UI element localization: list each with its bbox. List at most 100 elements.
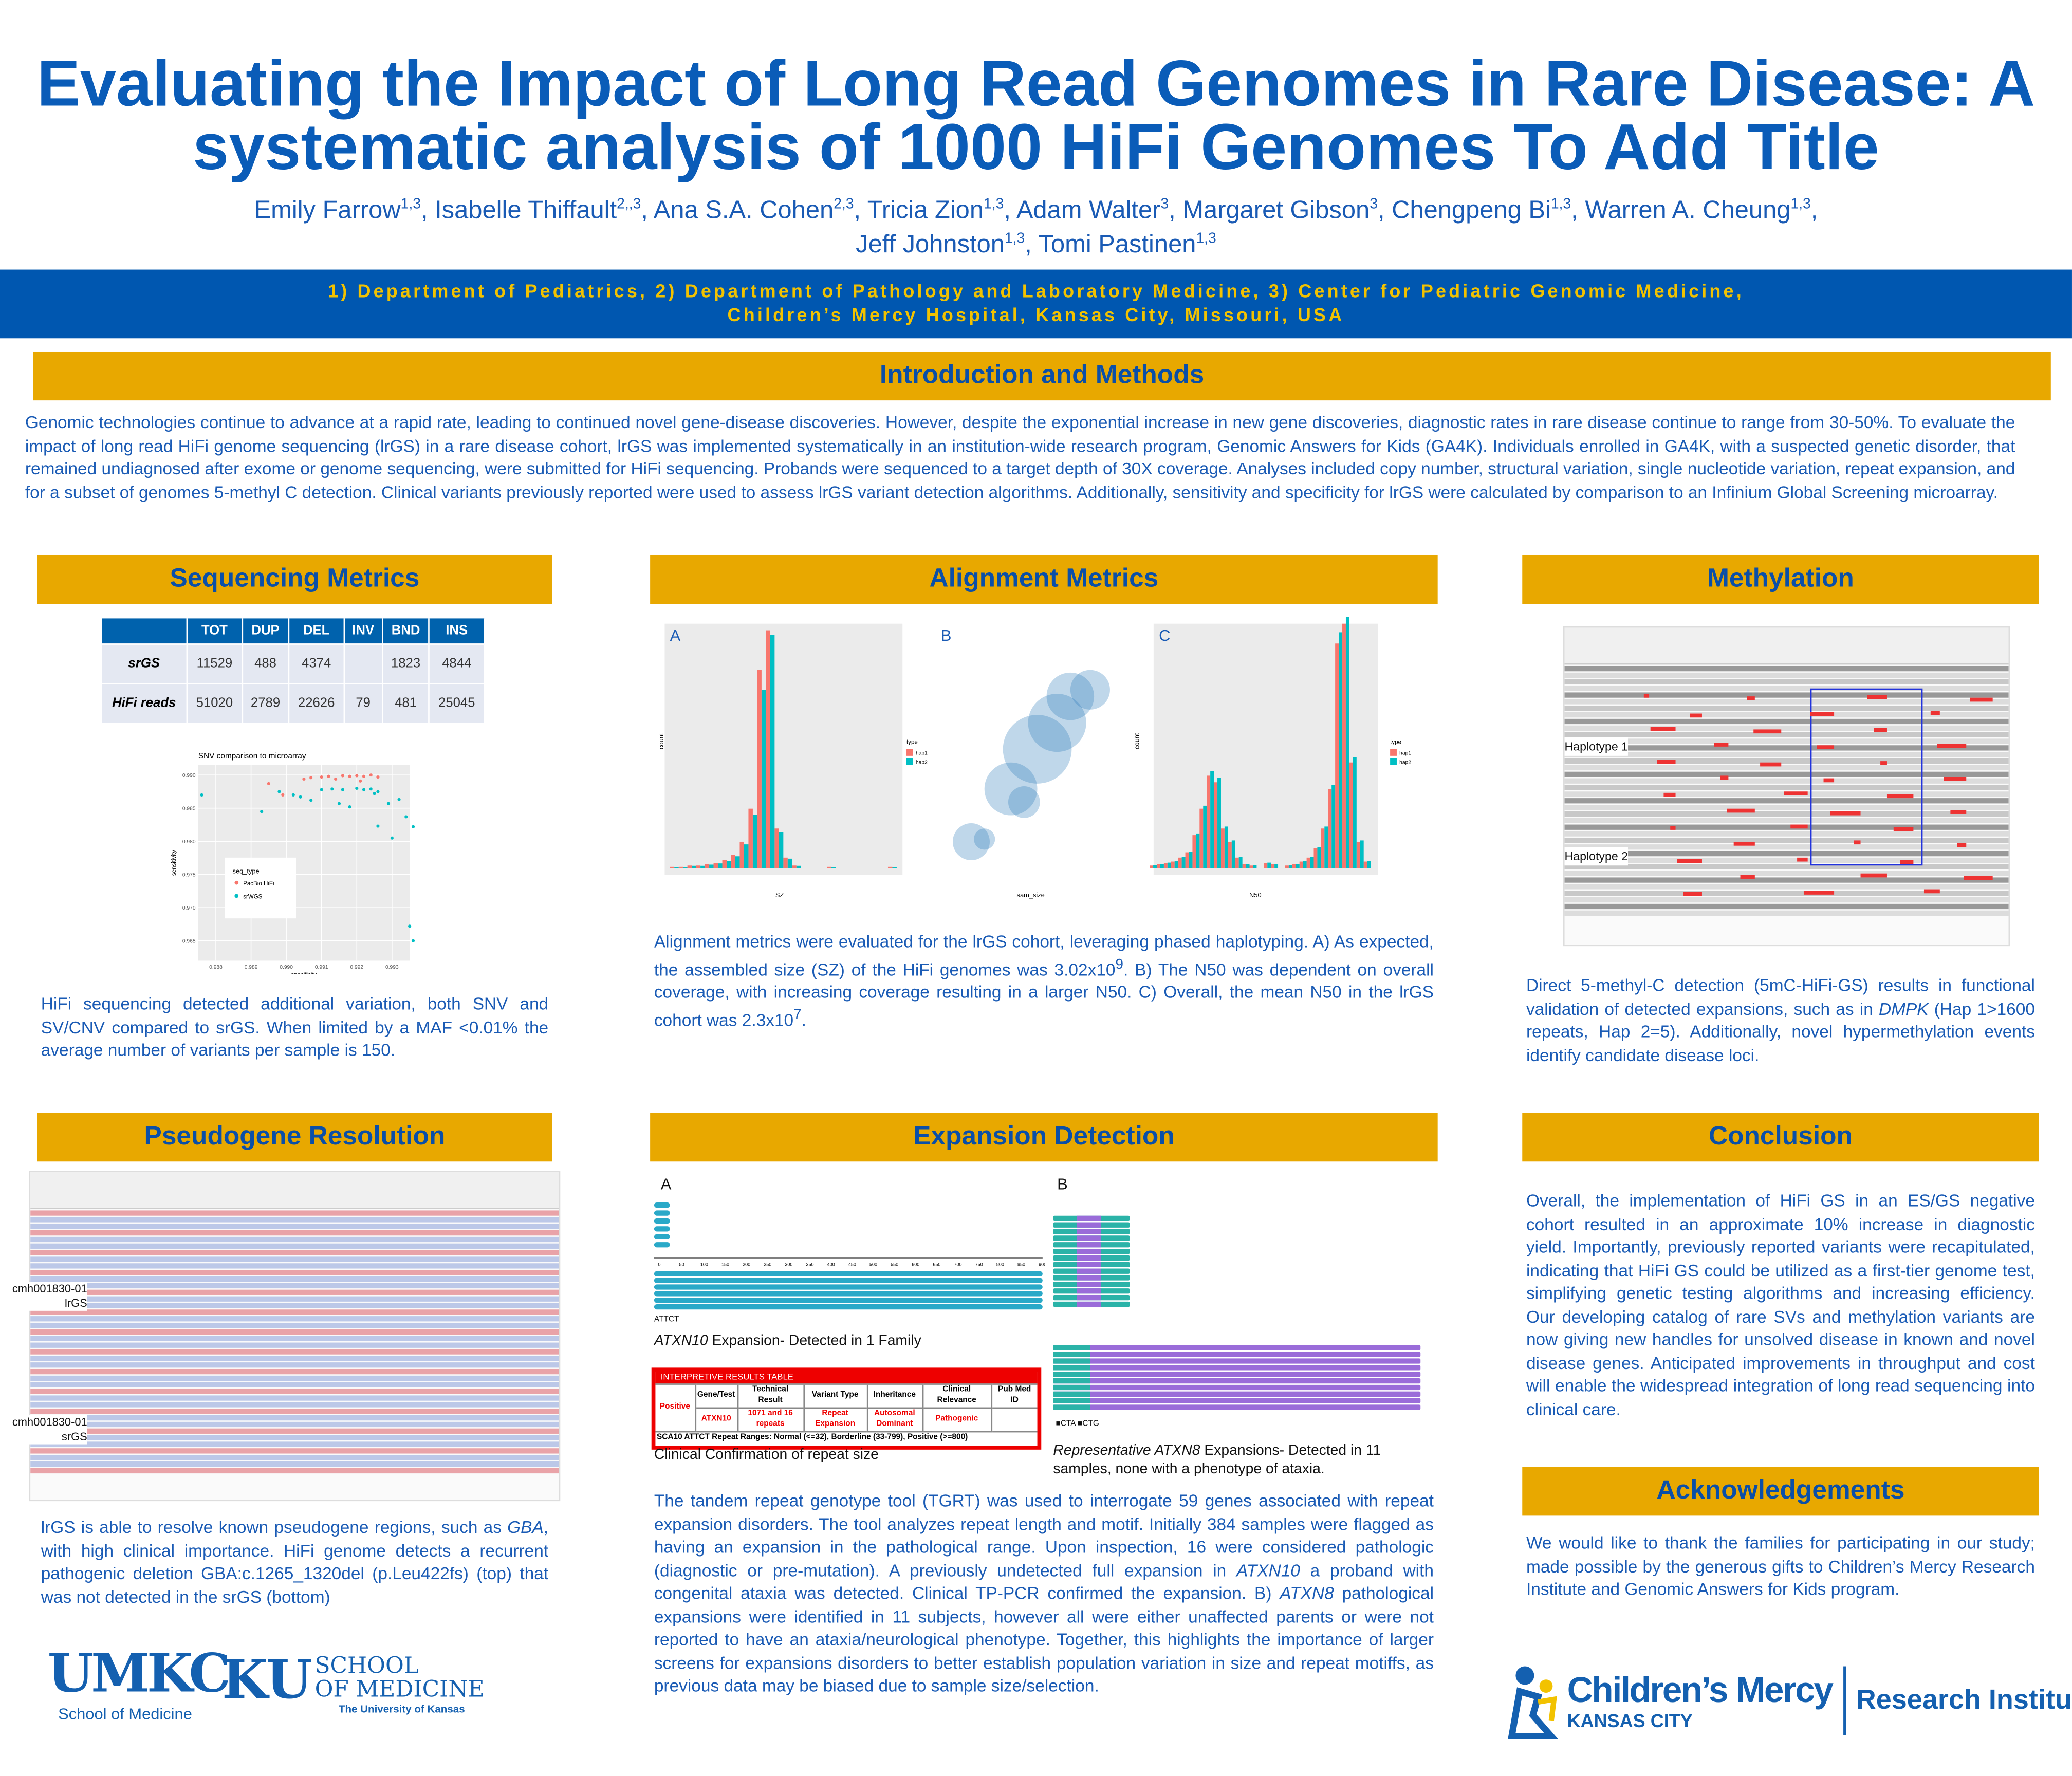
histogram-bar — [700, 865, 705, 868]
methylation-mark — [1663, 792, 1676, 797]
legend-box — [225, 857, 296, 919]
igv-read-row — [30, 1270, 559, 1275]
igv-read-row — [30, 1375, 559, 1381]
read-ctg — [1077, 1248, 1101, 1254]
x-axis-label: specificity — [291, 972, 317, 974]
histogram-bar — [1217, 778, 1221, 868]
igv-read-row — [1564, 910, 2009, 916]
pseudogene-header: Pseudogene Resolution — [36, 1113, 552, 1162]
igv-read-row — [30, 1415, 559, 1421]
ruler-tick: 100 — [700, 1262, 708, 1267]
table-cell: 22626 — [288, 682, 345, 724]
igv-read-row — [1564, 785, 2009, 790]
methylation-mark — [1950, 810, 1967, 814]
histogram-bar — [731, 855, 735, 868]
igv-read-row — [30, 1316, 559, 1322]
histogram-bar — [1285, 865, 1289, 868]
y-axis-label: count — [1133, 733, 1141, 749]
histogram-bar — [1321, 828, 1325, 868]
alignment-figures: A B C SZ count type hap1 hap2 sam_size N50 count ty… — [657, 617, 1411, 899]
histogram-bar — [1349, 762, 1353, 868]
igv-read-row — [30, 1349, 559, 1355]
density-blob — [1046, 672, 1095, 720]
read — [1053, 1345, 1421, 1350]
histogram-bar — [1306, 857, 1310, 868]
data-point — [376, 824, 380, 828]
igv-read-row — [1564, 877, 2009, 883]
igv-read-row — [1564, 758, 2009, 764]
igv-read-row — [30, 1409, 559, 1414]
methylation-mark — [1690, 713, 1702, 718]
atxn8-caption: Representative ATXN8 Expansions- Detecte… — [1053, 1442, 1381, 1477]
read-cta — [1053, 1398, 1090, 1403]
ruler-tick: 800 — [996, 1262, 1004, 1267]
table-cell: 51020 — [186, 682, 243, 724]
methylation-mark — [1747, 696, 1755, 700]
panel-background — [664, 623, 903, 875]
histogram-bar — [1196, 833, 1200, 868]
legend-label: PacBio HiFi — [243, 881, 274, 887]
read — [654, 1210, 670, 1216]
histogram-bar — [1274, 864, 1279, 868]
read — [654, 1218, 670, 1224]
cm-research-institute: Research Institute — [1856, 1685, 2072, 1715]
methylation-mark — [1784, 791, 1808, 795]
read-cta — [1053, 1345, 1090, 1350]
expansion-text: The tandem repeat genotype tool (TGRT) w… — [654, 1490, 1434, 1696]
data-point — [330, 787, 334, 791]
histogram-bar — [1192, 835, 1196, 868]
methylation-mark — [1790, 824, 1808, 829]
ruler-tick: 150 — [721, 1262, 729, 1267]
ku-logo-text: KU — [221, 1649, 312, 1711]
histogram-bar — [1264, 863, 1268, 868]
read — [654, 1278, 1043, 1283]
read-cta — [1053, 1372, 1090, 1377]
methylation-mark — [1860, 873, 1887, 878]
histogram-bar — [735, 856, 740, 868]
alignment-text: Alignment metrics were evaluated for the… — [654, 931, 1434, 1030]
histogram-bar — [1249, 865, 1253, 868]
igv-read-row — [30, 1309, 559, 1315]
histogram-bar — [1303, 861, 1307, 868]
histogram-bar — [1167, 862, 1171, 868]
histogram-bar — [774, 828, 779, 868]
methylation-mark — [1823, 778, 1835, 783]
read-ctg — [1077, 1255, 1101, 1261]
histogram-bar — [1328, 789, 1332, 868]
data-point — [348, 774, 351, 778]
read — [1053, 1398, 1421, 1403]
ku-medicine-logo: KU SCHOOL OF MEDICINE The University of … — [222, 1654, 485, 1717]
data-point — [397, 798, 401, 802]
data-point — [355, 786, 359, 790]
interpretive-results-table: INTERPRETIVE RESULTS TABLE Positive Gene/T… — [651, 1367, 1042, 1449]
srgs-track-label: cmh001830-01 srGS — [8, 1415, 87, 1445]
affiliation-line-1: 1) Department of Pediatrics, 2) Departme… — [328, 280, 1744, 302]
igv-read-row — [30, 1402, 559, 1408]
ruler-tick: 350 — [806, 1262, 814, 1267]
methylation-mark — [1874, 728, 1887, 732]
data-point — [376, 790, 380, 793]
conclusion-text: Overall, the implementation of HiFi GS i… — [1526, 1190, 2035, 1419]
read — [654, 1284, 1043, 1290]
ruler-tick: 900 — [1039, 1262, 1045, 1267]
histogram-bar — [748, 808, 753, 868]
table-cell: Repeat Expansion — [803, 1407, 867, 1432]
x-tick-label: 0.992 — [350, 965, 363, 970]
methylation-mark — [1733, 841, 1755, 846]
methylation-mark — [1650, 727, 1676, 731]
histogram-bar — [1163, 863, 1168, 868]
igv-read-row — [30, 1461, 559, 1467]
histogram-bar — [1235, 857, 1239, 868]
column-header: Clinical Relevance — [921, 1383, 991, 1408]
histogram-bar — [722, 860, 727, 868]
igv-read-row — [30, 1289, 559, 1295]
histogram-bar — [1267, 862, 1271, 868]
data-point — [309, 776, 313, 780]
igv-toolbar — [1564, 627, 2009, 665]
igv-read-row — [1564, 811, 2009, 817]
histogram-bar — [1288, 865, 1292, 868]
histogram-bar — [709, 864, 714, 868]
column-header: Gene/Test — [694, 1383, 737, 1408]
histogram-bar — [739, 841, 744, 868]
